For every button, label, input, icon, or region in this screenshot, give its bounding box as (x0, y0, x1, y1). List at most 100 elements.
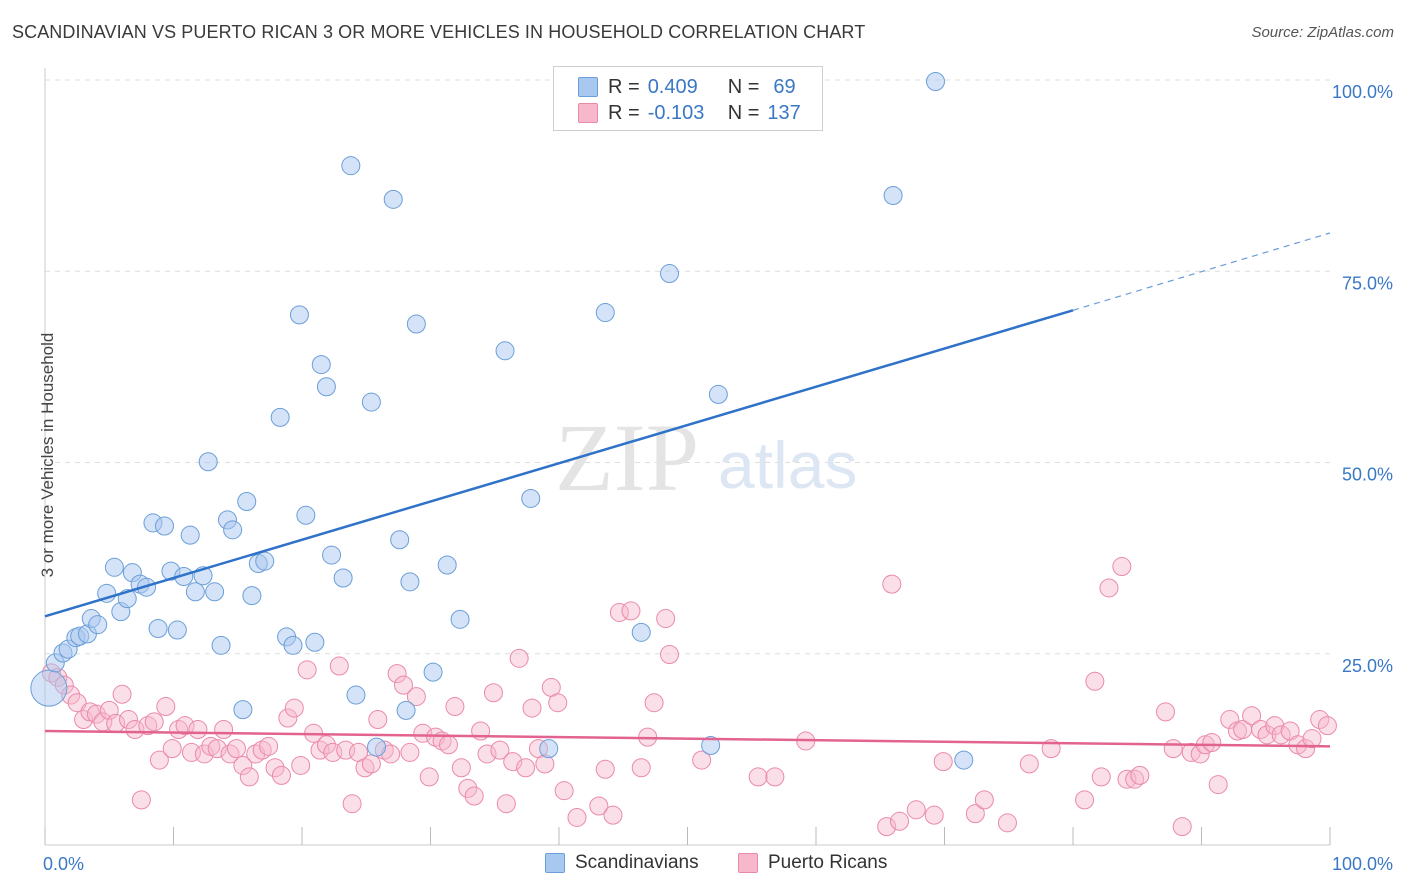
legend-n-value: 69 (773, 75, 796, 98)
data-point-puerto-ricans (548, 693, 568, 713)
data-point-puerto-ricans (1112, 557, 1132, 577)
data-point-puerto-ricans (906, 800, 926, 820)
data-point-puerto-ricans (1172, 817, 1192, 837)
data-point-scandinavians (495, 341, 515, 361)
x-tick-label: 0.0% (43, 854, 84, 874)
legend-r-value: -0.103 (647, 101, 705, 124)
data-point-puerto-ricans (368, 710, 388, 730)
data-point-scandinavians (883, 186, 903, 206)
data-point-scandinavians (437, 555, 457, 575)
data-point-puerto-ricans (233, 755, 253, 775)
data-point-puerto-ricans (74, 710, 94, 730)
data-point-puerto-ricans (361, 754, 381, 774)
data-point-scandinavians (539, 739, 559, 759)
series-legend: Scandinavians Puerto Ricans (0, 852, 1406, 878)
watermark: ZIP atlas (555, 404, 857, 511)
series-puerto-ricans-points (41, 557, 1337, 837)
data-point-scandinavians (367, 737, 387, 757)
data-point-puerto-ricans (214, 719, 234, 739)
data-point-puerto-ricans (329, 656, 349, 676)
data-point-puerto-ricans (490, 740, 510, 760)
data-point-puerto-ricans (239, 767, 259, 787)
data-point-puerto-ricans (156, 697, 176, 717)
data-point-puerto-ricans (997, 813, 1017, 833)
data-point-scandinavians (242, 586, 262, 606)
data-point-puerto-ricans (438, 735, 458, 755)
data-point-puerto-ricans (890, 811, 910, 831)
legend-item-puerto-ricans[interactable]: Puerto Ricans (738, 852, 887, 874)
data-point-puerto-ricans (112, 684, 132, 704)
data-point-puerto-ricans (1202, 732, 1222, 752)
data-point-puerto-ricans (394, 675, 414, 695)
data-point-puerto-ricans (1130, 765, 1150, 785)
data-point-scandinavians (926, 72, 946, 92)
legend-swatch-pink (738, 853, 758, 873)
data-point-puerto-ricans (271, 765, 291, 785)
source-label: Source: ZipAtlas.com (1251, 24, 1394, 41)
legend-row-puerto-ricans: R = -0.103 N = 137 (578, 101, 801, 125)
data-point-scandinavians (346, 685, 366, 705)
data-point-scandinavians (283, 635, 303, 655)
data-point-puerto-ricans (265, 758, 285, 778)
legend-n-label: N = (727, 75, 760, 98)
data-point-puerto-ricans (400, 742, 420, 762)
series-scandinavians-points (30, 71, 974, 770)
data-point-puerto-ricans (631, 758, 651, 778)
data-point-puerto-ricans (765, 767, 785, 787)
data-point-puerto-ricans (1251, 719, 1271, 739)
data-point-scandinavians (223, 520, 243, 540)
legend-r-label: R = (608, 101, 640, 124)
data-point-puerto-ricans (297, 660, 317, 680)
data-point-puerto-ricans (451, 758, 471, 778)
data-point-puerto-ricans (496, 794, 516, 814)
data-point-puerto-ricans (226, 739, 246, 759)
data-point-puerto-ricans (877, 817, 897, 837)
data-point-scandinavians (333, 568, 353, 588)
data-point-puerto-ricans (1085, 671, 1105, 691)
data-point-scandinavians (316, 377, 336, 397)
data-point-puerto-ricans (1075, 790, 1095, 810)
data-point-puerto-ricans (419, 767, 439, 787)
data-point-puerto-ricans (477, 744, 497, 764)
legend-r-value: 0.409 (647, 75, 698, 98)
legend-swatch-pink (578, 103, 598, 123)
data-point-puerto-ricans (1242, 706, 1262, 726)
data-point-scandinavians (180, 525, 200, 545)
data-point-puerto-ricans (464, 786, 484, 806)
data-point-puerto-ricans (1163, 739, 1183, 759)
data-point-puerto-ricans (483, 683, 503, 703)
data-point-puerto-ricans (1296, 739, 1316, 759)
data-point-scandinavians (406, 314, 426, 334)
y-axis-label-container: 3 or more Vehicles in Household (18, 0, 57, 892)
data-point-puerto-ricans (445, 697, 465, 717)
data-point-puerto-ricans (413, 723, 433, 743)
data-point-scandinavians (521, 488, 541, 508)
data-point-scandinavians (322, 545, 342, 565)
data-point-puerto-ricans (1310, 710, 1330, 730)
data-point-puerto-ricans (284, 698, 304, 718)
data-point-puerto-ricans (924, 805, 944, 825)
legend-swatch-blue (578, 77, 598, 97)
y-tick-label: 25.0% (1342, 656, 1393, 676)
data-point-puerto-ricans (522, 698, 542, 718)
data-point-puerto-ricans (589, 796, 609, 816)
watermark-atlas: atlas (718, 428, 857, 502)
data-point-scandinavians (660, 264, 680, 284)
data-point-puerto-ricans (125, 719, 145, 739)
data-point-scandinavians (631, 622, 651, 642)
data-point-scandinavians (167, 620, 187, 640)
data-point-puerto-ricans (194, 744, 214, 764)
data-point-scandinavians (423, 662, 443, 682)
data-point-puerto-ricans (278, 708, 298, 728)
data-point-scandinavians (341, 156, 361, 176)
legend-label-puerto-ricans: Puerto Ricans (768, 852, 888, 873)
data-point-puerto-ricans (406, 687, 426, 707)
data-point-scandinavians (289, 305, 309, 325)
data-point-puerto-ricans (1091, 767, 1111, 787)
data-point-puerto-ricans (503, 752, 523, 772)
data-point-puerto-ricans (144, 712, 164, 732)
legend-item-scandinavians[interactable]: Scandinavians (545, 852, 699, 874)
data-point-puerto-ricans (933, 752, 953, 772)
data-point-scandinavians (255, 551, 275, 571)
tick-labels: 25.0% 50.0% 75.0% 100.0% 0.0% 100.0% (43, 82, 1393, 874)
